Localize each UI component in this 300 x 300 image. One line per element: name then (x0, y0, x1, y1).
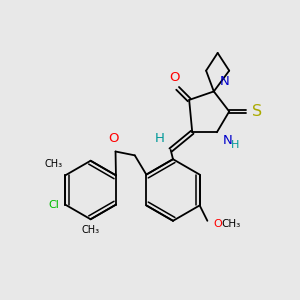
Text: CH₃: CH₃ (221, 219, 241, 229)
Text: O: O (214, 219, 222, 229)
Text: O: O (169, 71, 180, 84)
Text: N: N (223, 134, 233, 147)
Text: CH₃: CH₃ (82, 225, 100, 236)
Text: O: O (109, 132, 119, 145)
Text: H: H (155, 132, 164, 145)
Text: S: S (252, 104, 262, 119)
Text: CH₃: CH₃ (44, 159, 62, 169)
Text: N: N (220, 75, 230, 88)
Text: Cl: Cl (48, 200, 59, 210)
Text: H: H (231, 140, 239, 150)
